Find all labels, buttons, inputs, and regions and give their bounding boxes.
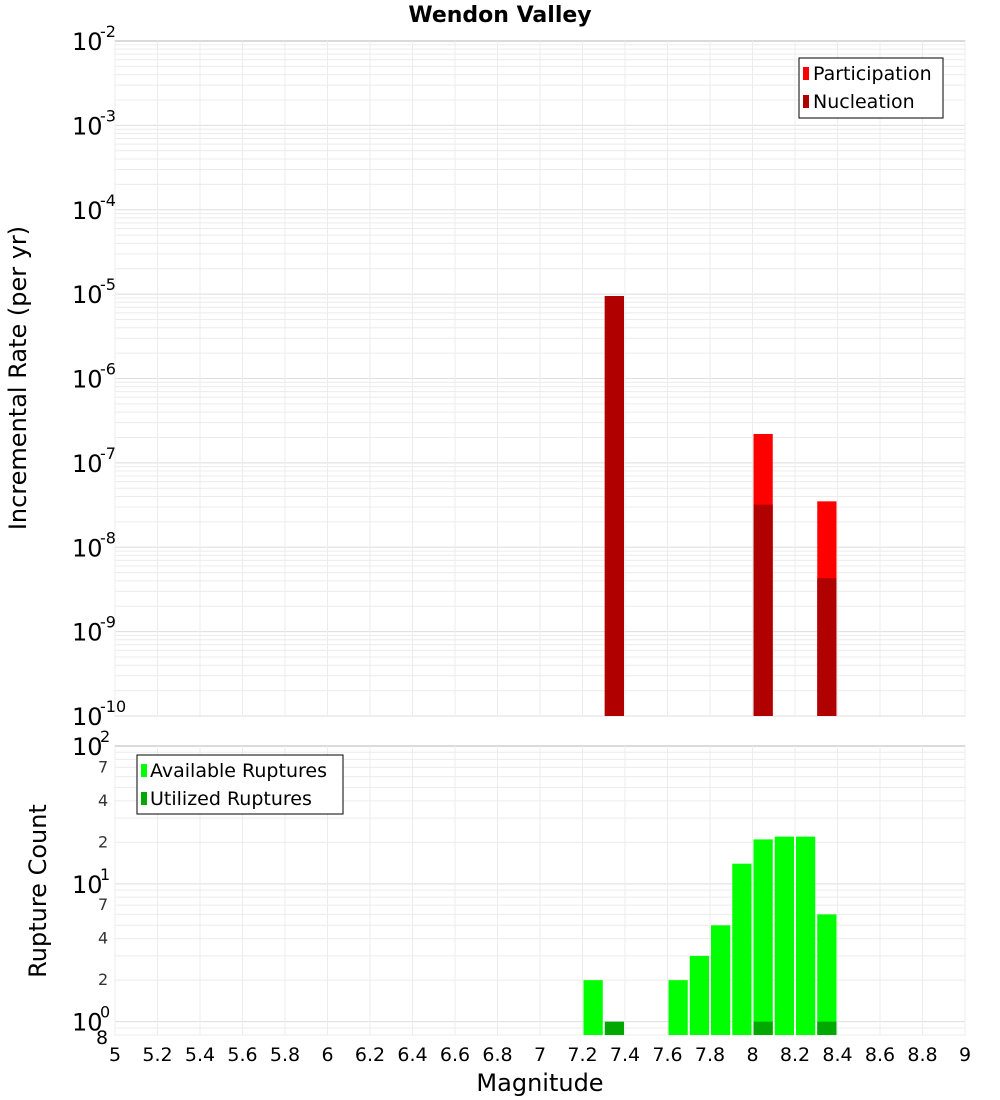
bottom-y-minor-tick-label: 8 xyxy=(96,1027,108,1049)
top-y-tick-exponent: -9 xyxy=(100,613,116,632)
bottom-y-tick-exponent: 0 xyxy=(100,1003,110,1022)
legend-label-participation: Participation xyxy=(813,63,932,85)
legend-swatch-nucleation xyxy=(803,95,809,108)
bottom-bar-available-ruptures xyxy=(774,836,794,1035)
x-tick-label: 8 xyxy=(746,1044,758,1066)
bottom-y-tick-label: 10 xyxy=(72,871,103,899)
bottom-bar-available-ruptures xyxy=(711,925,731,1035)
legend-label-available-ruptures: Available Ruptures xyxy=(150,760,327,782)
top-y-tick-exponent: -2 xyxy=(100,22,116,41)
legend-swatch-utilized-ruptures xyxy=(141,792,147,805)
x-tick-label: 6.4 xyxy=(397,1044,427,1066)
x-tick-label: 8.8 xyxy=(907,1044,937,1066)
x-tick-label: 7.8 xyxy=(695,1044,725,1066)
top-y-tick-exponent: -6 xyxy=(100,360,116,379)
x-ticks: 5 5.2 5.4 5.6 5.8 6 6.2 6.4 6.6 6.8 7 7.2 7.4 7.6 7.8 8… xyxy=(109,1044,971,1066)
top-y-tick-label: 10 xyxy=(72,619,103,647)
top-y-tick-label: 10 xyxy=(72,450,103,478)
top-legend: Participation Nucleation xyxy=(798,57,944,119)
x-tick-label: 8.6 xyxy=(865,1044,895,1066)
bottom-bar-utilized-ruptures xyxy=(817,1021,837,1035)
bottom-y-minor-tick-label: 4 xyxy=(98,791,108,810)
bottom-legend: Available Ruptures Utilized Ruptures xyxy=(136,754,344,815)
legend-label-nucleation: Nucleation xyxy=(813,91,915,113)
bottom-y-minor-tick-label: 2 xyxy=(98,832,108,851)
x-tick-label: 5.2 xyxy=(142,1044,172,1066)
bottom-y-minor-tick-label: 4 xyxy=(98,929,108,948)
top-y-tick-label: 10 xyxy=(72,112,103,140)
bottom-bar-available-ruptures xyxy=(796,836,816,1035)
x-tick-label: 7 xyxy=(534,1044,546,1066)
legend-label-utilized-ruptures: Utilized Ruptures xyxy=(150,788,312,810)
x-tick-label: 7.6 xyxy=(652,1044,682,1066)
x-tick-label: 5.4 xyxy=(185,1044,215,1066)
top-y-tick-exponent: -5 xyxy=(100,275,116,294)
bottom-bar-utilized-ruptures xyxy=(753,1021,773,1035)
bottom-legend-box xyxy=(136,754,344,815)
bottom-y-tick-label: 10 xyxy=(72,1009,103,1037)
bottom-bar-available-ruptures xyxy=(689,955,709,1035)
bottom-y-minor-tick-label: 2 xyxy=(98,970,108,989)
x-tick-label: 6.2 xyxy=(355,1044,385,1066)
bottom-y-minor-tick-label: 7 xyxy=(98,895,108,914)
top-y-tick-label: 10 xyxy=(72,281,103,309)
top-grid xyxy=(114,41,966,717)
x-tick-label: 6.6 xyxy=(440,1044,470,1066)
top-y-tick-label: 10 xyxy=(72,703,103,731)
bottom-bar-available-ruptures xyxy=(753,839,773,1035)
x-tick-label: 7.2 xyxy=(567,1044,597,1066)
legend-swatch-available-ruptures xyxy=(141,764,147,777)
top-y-tick-exponent: -7 xyxy=(100,444,116,463)
top-bars xyxy=(604,296,837,716)
x-tick-label: 8.4 xyxy=(822,1044,852,1066)
top-y-tick-exponent: -10 xyxy=(100,697,126,716)
bottom-bar-available-ruptures xyxy=(668,980,688,1035)
x-tick-label: 5.6 xyxy=(227,1044,257,1066)
top-legend-box xyxy=(798,57,944,119)
top-y-tick-exponent: -8 xyxy=(100,528,116,547)
bottom-bar-available-ruptures xyxy=(732,863,752,1035)
top-y-tick-exponent: -3 xyxy=(100,106,116,125)
top-y-tick-label: 10 xyxy=(72,197,103,225)
bottom-bar-utilized-ruptures xyxy=(604,1021,624,1035)
top-bar-nucleation xyxy=(753,504,773,716)
top-y-axis-label: Incremental Rate (per yr) xyxy=(4,226,32,530)
top-bar-nucleation xyxy=(817,578,837,716)
x-tick-label: 6 xyxy=(321,1044,333,1066)
top-bar-nucleation xyxy=(604,296,624,716)
top-y-tick-label: 10 xyxy=(72,366,103,394)
x-tick-label: 6.8 xyxy=(482,1044,512,1066)
bottom-bars xyxy=(583,836,837,1035)
bottom-y-tick-exponent: 2 xyxy=(100,727,110,746)
x-tick-label: 8.2 xyxy=(780,1044,810,1066)
bottom-bar-available-ruptures xyxy=(817,914,837,1035)
top-y-tick-exponent: -4 xyxy=(100,191,116,210)
bottom-y-tick-exponent: 1 xyxy=(100,865,110,884)
x-axis-label: Magnitude xyxy=(476,1069,603,1097)
bottom-y-tick-label: 10 xyxy=(72,733,103,761)
bottom-y-axis-label: Rupture Count xyxy=(24,804,52,978)
x-tick-label: 7.4 xyxy=(610,1044,640,1066)
x-tick-label: 5.8 xyxy=(270,1044,300,1066)
x-tick-label: 5 xyxy=(109,1044,121,1066)
top-y-tick-label: 10 xyxy=(72,534,103,562)
bottom-y-minor-tick-label: 7 xyxy=(98,757,108,776)
bottom-bar-available-ruptures xyxy=(583,980,603,1035)
legend-swatch-participation xyxy=(803,67,809,80)
chart-title: Wendon Valley xyxy=(408,3,591,28)
x-tick-label: 9 xyxy=(959,1044,971,1066)
top-y-tick-label: 10 xyxy=(72,28,103,56)
